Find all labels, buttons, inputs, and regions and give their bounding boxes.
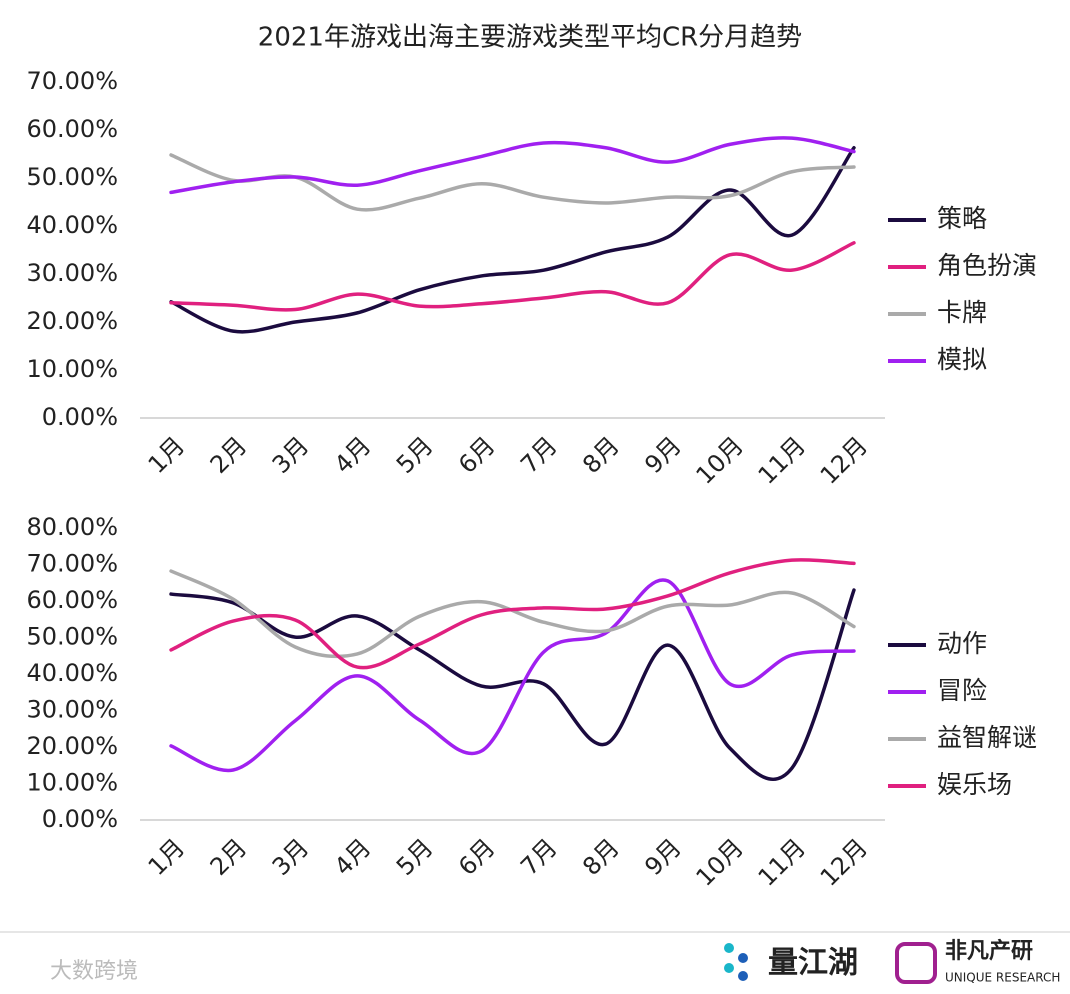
x-tick-label: 12月 [815,431,873,489]
y-tick-label: 40.00% [26,211,118,239]
y-tick-label: 50.00% [26,163,118,191]
logo2: 非凡产研 [945,939,1033,964]
x-tick-label: 2月 [205,431,253,479]
x-tick-label: 5月 [391,431,439,479]
legend-label: 娱乐场 [937,770,1012,799]
series-line [169,146,856,334]
x-tick-label: 3月 [267,833,315,881]
legend-label: 模拟 [937,345,987,374]
x-tick-label: 1月 [143,833,191,881]
x-tick-label: 8月 [577,833,625,881]
x-tick-label: 3月 [267,431,315,479]
series-line [169,241,856,312]
x-tick-label: 11月 [753,431,811,489]
chart-title: 2021年游戏出海主要游戏类型平均CR分月趋势 [258,23,802,53]
series-line [169,569,856,659]
x-tick-label: 6月 [453,431,501,479]
y-tick-label: 60.00% [26,586,118,614]
x-tick-label: 1月 [143,431,191,479]
logo1: 量江湖 [768,946,858,981]
y-tick-label: 70.00% [26,67,118,95]
x-tick-label: 11月 [753,833,811,891]
y-tick-label: 40.00% [26,659,118,687]
y-tick-label: 0.00% [42,403,118,431]
y-tick-label: 0.00% [42,805,118,833]
x-tick-label: 12月 [815,833,873,891]
y-tick-label: 80.00% [26,513,118,541]
x-tick-label: 9月 [639,833,687,881]
x-tick-label: 10月 [691,431,749,489]
y-tick-label: 30.00% [26,259,118,287]
series-line [169,588,856,782]
y-tick-label: 10.00% [26,769,118,797]
x-tick-label: 4月 [329,833,377,881]
logo2-sub: UNIQUE RESEARCH [945,971,1060,985]
x-tick-label: 5月 [391,833,439,881]
legend-label: 益智解谜 [937,723,1037,752]
x-tick-label: 7月 [515,431,563,479]
legend-label: 冒险 [937,676,987,705]
legend-label: 角色扮演 [937,251,1037,280]
x-tick-label: 8月 [577,431,625,479]
logo1-icon [724,943,748,981]
x-tick-label: 10月 [691,833,749,891]
y-tick-label: 30.00% [26,696,118,724]
x-tick-label: 6月 [453,833,501,881]
legend-label: 卡牌 [937,298,987,327]
series-line [169,578,856,773]
y-tick-label: 60.00% [26,115,118,143]
logo2-icon [895,942,937,984]
legend-label: 策略 [937,204,987,233]
y-tick-label: 10.00% [26,355,118,383]
y-tick-label: 20.00% [26,307,118,335]
series-line [169,136,856,195]
y-tick-label: 20.00% [26,732,118,760]
series-line [169,558,856,670]
x-tick-label: 9月 [639,431,687,479]
x-tick-label: 7月 [515,833,563,881]
y-tick-label: 50.00% [26,623,118,651]
y-tick-label: 70.00% [26,550,118,578]
x-tick-label: 4月 [329,431,377,479]
x-tick-label: 2月 [205,833,253,881]
series-line [169,153,856,212]
legend-label: 动作 [937,629,987,658]
watermark: 大数跨境 [50,959,138,984]
